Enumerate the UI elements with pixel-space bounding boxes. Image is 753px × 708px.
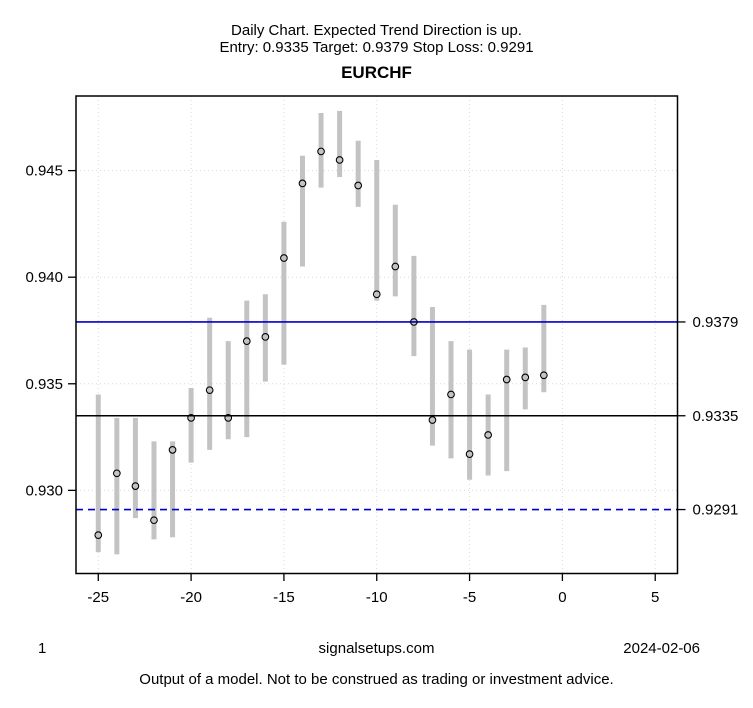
y-axis: 0.930 0.935 0.940 0.945 — [25, 163, 76, 499]
price-point — [205, 386, 214, 395]
price-point — [242, 337, 251, 345]
x-tick-label: -10 — [366, 589, 388, 606]
entry-label: 0.9335 — [693, 408, 739, 425]
price-point — [391, 262, 400, 271]
right-axis: 0.9379 0.9335 0.9291 — [677, 314, 739, 519]
x-tick-label: 5 — [651, 589, 659, 606]
price-point — [447, 390, 455, 399]
close-points — [94, 147, 548, 539]
x-tick-label: -15 — [273, 589, 295, 606]
price-point — [317, 147, 325, 156]
price-point — [94, 531, 103, 539]
price-point — [280, 254, 288, 262]
price-point — [502, 375, 511, 384]
price-point — [354, 181, 363, 190]
range-bars — [95, 110, 547, 555]
price-point — [465, 450, 474, 458]
chart-date: 2024-02-06 — [623, 640, 700, 657]
y-tick-label: 0.935 — [25, 376, 63, 393]
stop_loss-label: 0.9291 — [693, 502, 739, 519]
price-point — [224, 414, 233, 422]
chart-title: EURCHF — [341, 63, 412, 82]
price-point — [484, 431, 492, 439]
price-point — [298, 179, 307, 188]
subtitle-line-2: Entry: 0.9335 Target: 0.9379 Stop Loss: … — [219, 39, 534, 56]
price-point — [187, 414, 195, 422]
price-point — [131, 482, 140, 490]
y-tick-label: 0.930 — [25, 482, 63, 499]
x-axis: -25 -20 -15 -10 -5 0 5 — [87, 573, 659, 606]
price-point — [168, 446, 177, 454]
x-tick-label: -20 — [180, 589, 202, 606]
price-point — [428, 416, 437, 424]
price-point — [335, 156, 344, 164]
y-tick-label: 0.945 — [25, 163, 63, 180]
y-tick-label: 0.940 — [25, 269, 63, 286]
disclaimer: Output of a model. Not to be construed a… — [139, 671, 614, 688]
x-tick-label: -25 — [87, 589, 109, 606]
price-point — [521, 373, 530, 382]
price-point — [112, 469, 121, 478]
target-label: 0.9379 — [693, 314, 739, 331]
x-tick-label: -5 — [463, 589, 476, 606]
subtitle-line-1: Daily Chart. Expected Trend Direction is… — [231, 22, 522, 39]
price-point — [261, 333, 270, 341]
price-point — [150, 516, 158, 525]
level-lines — [76, 321, 678, 511]
price-point — [539, 371, 548, 380]
price-point — [372, 290, 381, 299]
x-tick-label: 0 — [558, 589, 566, 606]
watermark-site: signalsetups.com — [318, 640, 435, 657]
page-number: 1 — [38, 640, 47, 657]
price-point — [410, 318, 418, 326]
